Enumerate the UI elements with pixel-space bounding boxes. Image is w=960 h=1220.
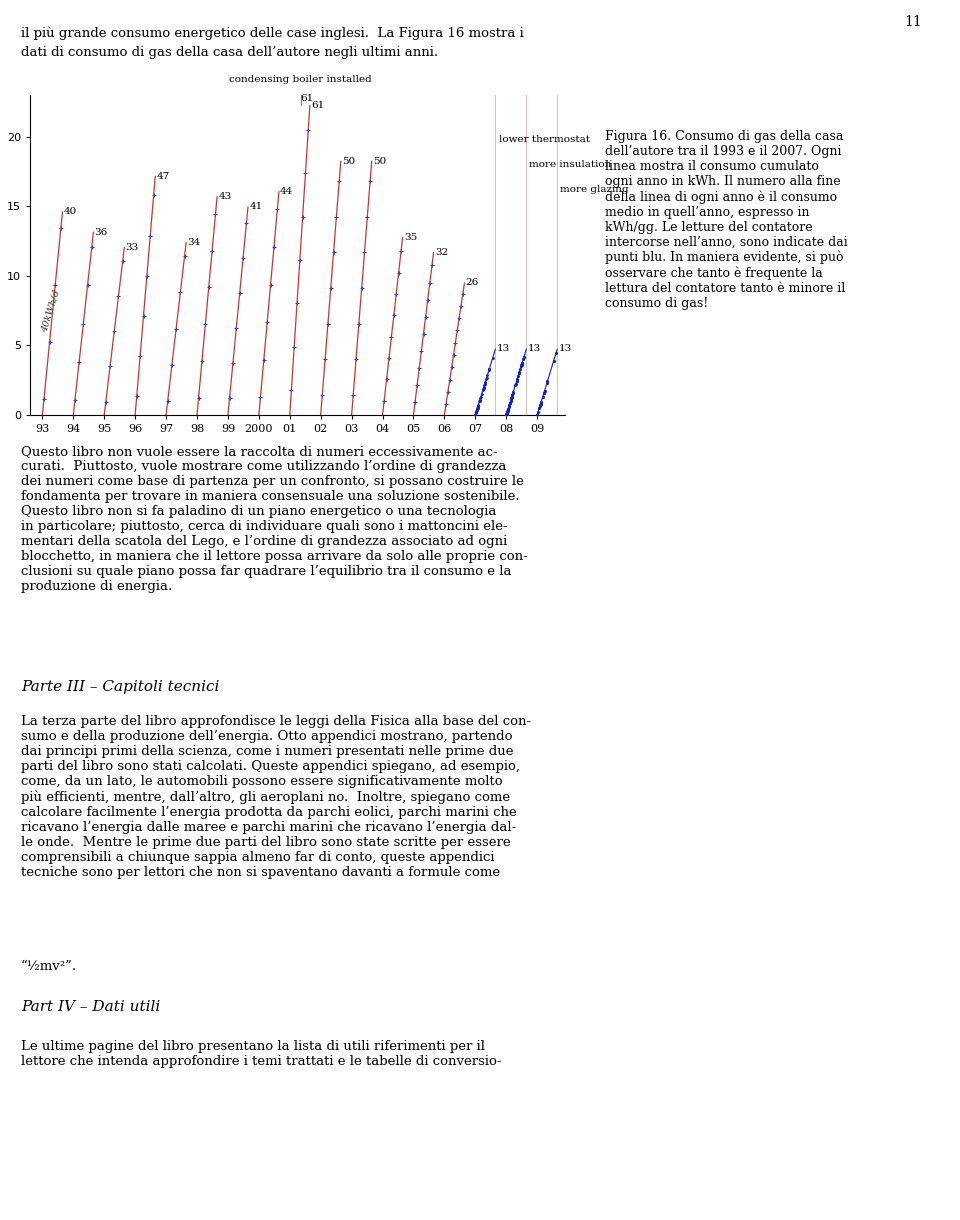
Text: 50: 50 xyxy=(342,156,355,166)
Text: 11: 11 xyxy=(904,15,922,28)
Text: more insulation: more insulation xyxy=(529,160,612,170)
Text: Le ultime pagine del libro presentano la lista di utili riferimenti per il
letto: Le ultime pagine del libro presentano la… xyxy=(21,1039,502,1068)
Text: 47: 47 xyxy=(156,172,170,181)
Text: Parte III – Capitoli tecnici: Parte III – Capitoli tecnici xyxy=(21,680,220,694)
Text: 40kWh/d: 40kWh/d xyxy=(40,288,61,333)
Text: il più grande consumo energetico delle case inglesi.  La Figura 16 mostra i: il più grande consumo energetico delle c… xyxy=(21,27,524,40)
Text: 61: 61 xyxy=(300,94,314,104)
Text: 26: 26 xyxy=(466,278,479,288)
Text: 13: 13 xyxy=(496,344,510,354)
Y-axis label: gas used (1000 kWh): gas used (1000 kWh) xyxy=(0,195,1,315)
Text: 43: 43 xyxy=(218,192,231,201)
Text: condensing boiler installed: condensing boiler installed xyxy=(229,74,372,84)
Text: “½mv²”.: “½mv²”. xyxy=(21,960,77,974)
Text: 61: 61 xyxy=(311,101,324,110)
Text: lower thermostat: lower thermostat xyxy=(498,135,589,144)
Text: 34: 34 xyxy=(187,238,201,246)
Text: more glazing: more glazing xyxy=(561,185,629,194)
Text: 33: 33 xyxy=(126,243,139,251)
Text: 40: 40 xyxy=(63,207,77,216)
Text: 50: 50 xyxy=(372,156,386,166)
Text: 36: 36 xyxy=(95,228,108,237)
Text: 13: 13 xyxy=(528,344,540,354)
Text: 32: 32 xyxy=(435,248,448,257)
Text: dati di consumo di gas della casa dell’autore negli ultimi anni.: dati di consumo di gas della casa dell’a… xyxy=(21,46,439,60)
Text: 13: 13 xyxy=(559,344,572,354)
Text: Questo libro non vuole essere la raccolta di numeri eccessivamente ac-
curati.  : Questo libro non vuole essere la raccolt… xyxy=(21,445,528,593)
Text: Part IV – Dati utili: Part IV – Dati utili xyxy=(21,1000,160,1014)
Text: 44: 44 xyxy=(280,187,294,196)
Text: La terza parte del libro approfondisce le leggi della Fisica alla base del con-
: La terza parte del libro approfondisce l… xyxy=(21,715,531,878)
Text: Figura 16. Consumo di gas della casa
dell’autore tra il 1993 e il 2007. Ogni
lin: Figura 16. Consumo di gas della casa del… xyxy=(605,131,848,310)
Text: 41: 41 xyxy=(250,203,262,211)
Text: 35: 35 xyxy=(404,233,418,242)
